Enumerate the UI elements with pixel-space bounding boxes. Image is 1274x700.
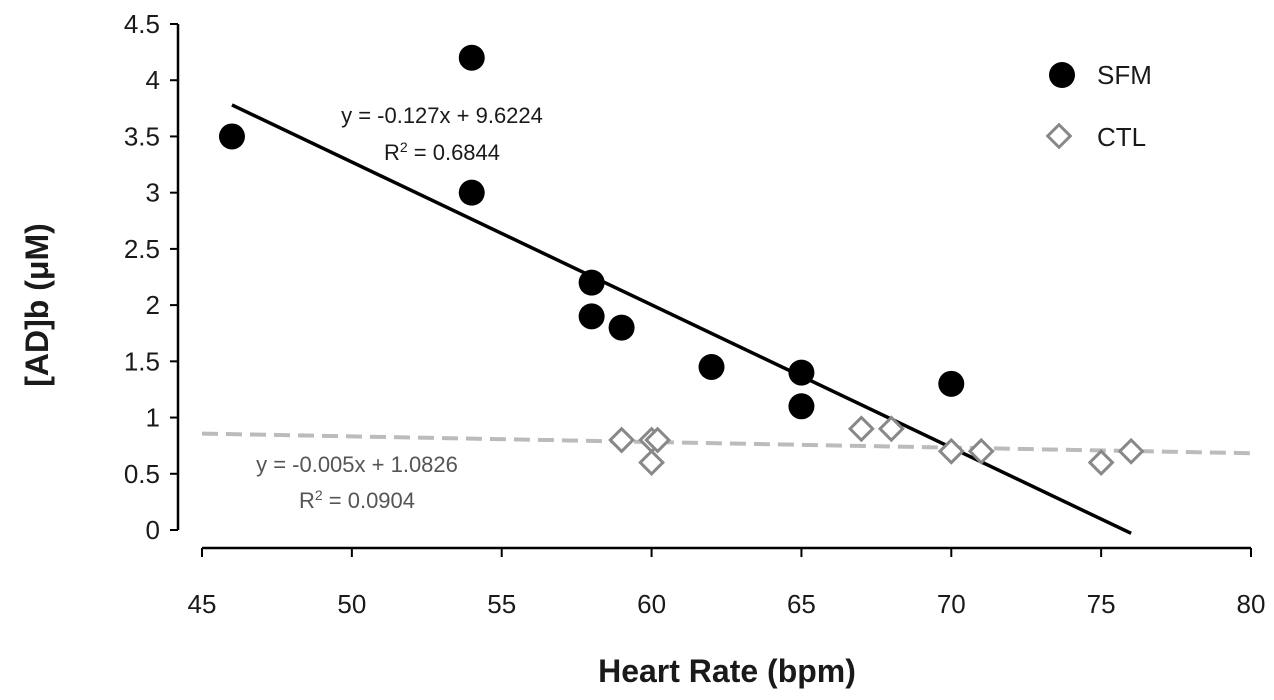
ctl-r-squared: R2 = 0.0904: [299, 487, 415, 513]
ctl-point: [644, 426, 672, 454]
y-tick-label: 4: [146, 65, 160, 95]
x-tick-label: 45: [188, 589, 217, 619]
y-tick-label: 1: [146, 403, 160, 433]
ctl-point: [847, 415, 875, 443]
ctl-trendline: [201, 431, 1252, 456]
x-tick-label: 55: [487, 589, 516, 619]
sfm-point: [458, 179, 485, 206]
y-tick-label: 2.5: [124, 234, 160, 264]
sfm-point: [578, 269, 605, 296]
legend: SFM CTL: [1045, 60, 1152, 152]
x-tick-label: 70: [937, 589, 966, 619]
x-tick-label: 75: [1087, 589, 1116, 619]
y-axis-title: [AD]b (μM): [19, 223, 55, 387]
x-tick-label: 50: [337, 589, 366, 619]
y-tick-label: 3.5: [124, 121, 160, 151]
sfm-point: [788, 393, 815, 420]
sfm-point: [698, 353, 725, 380]
ctl-point: [967, 437, 995, 465]
y-tick-label: 0: [146, 515, 160, 545]
sfm-point: [218, 123, 245, 150]
ctl-point: [1117, 437, 1145, 465]
y-tick-label: 4.5: [124, 9, 160, 39]
y-tick-label: 3: [146, 178, 160, 208]
ctl-point: [937, 437, 965, 465]
x-axis-title: Heart Rate (bpm): [598, 653, 856, 689]
legend-ctl-label: CTL: [1097, 122, 1146, 152]
ctl-point: [638, 449, 666, 476]
ctl-trend-equation: y = -0.005x + 1.0826: [256, 452, 458, 477]
x-tick-label: 65: [787, 589, 816, 619]
sfm-point: [788, 359, 815, 386]
ctl-point: [1087, 449, 1115, 476]
y-tick-label: 1.5: [124, 346, 160, 376]
legend-sfm-marker: [1049, 62, 1075, 88]
ctl-point: [877, 415, 905, 443]
legend-sfm-label: SFM: [1097, 60, 1152, 90]
y-tick-label: 2: [146, 290, 160, 320]
x-tick-label: 60: [637, 589, 666, 619]
sfm-r-squared: R2 = 0.6844: [384, 139, 500, 165]
sfm-point: [608, 314, 635, 341]
sfm-point: [578, 303, 605, 330]
sfm-trend-equation: y = -0.127x + 9.6224: [341, 103, 543, 128]
x-tick-label: 80: [1237, 589, 1266, 619]
legend-ctl-marker: [1045, 122, 1073, 150]
y-tick-label: 0.5: [124, 459, 160, 489]
sfm-point: [458, 44, 485, 71]
sfm-point: [938, 370, 965, 397]
ctl-point: [608, 426, 636, 454]
